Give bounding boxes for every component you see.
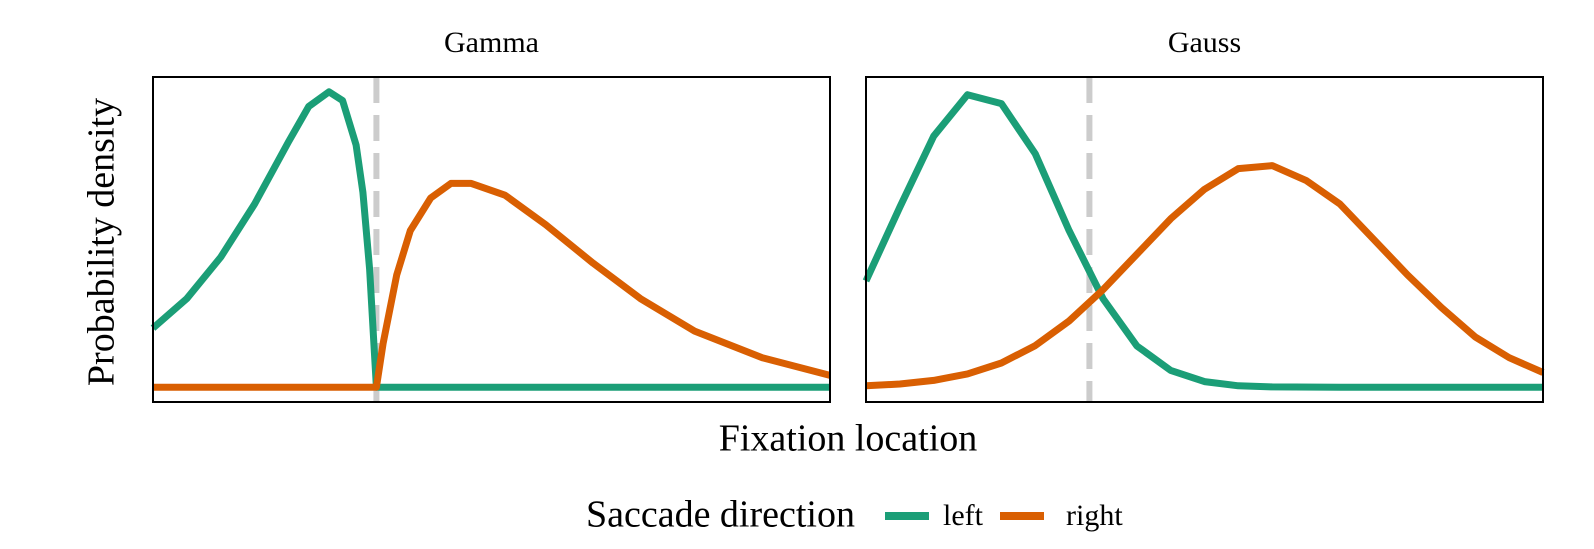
panel-title: Gauss [1168, 26, 1241, 59]
panel-title: Gamma [444, 26, 539, 59]
panel-border [865, 76, 1544, 403]
y-axis-label: Probability density [81, 98, 123, 386]
legend-label: right [1066, 499, 1123, 532]
legend-title: Saccade direction [586, 494, 855, 536]
density-line [862, 91, 1543, 391]
density-line [150, 88, 830, 391]
x-axis-label: Fixation location [719, 418, 978, 460]
density-line [153, 179, 831, 391]
legend-label: left [943, 499, 984, 532]
panel-border [152, 76, 831, 403]
density-line [865, 162, 1545, 390]
